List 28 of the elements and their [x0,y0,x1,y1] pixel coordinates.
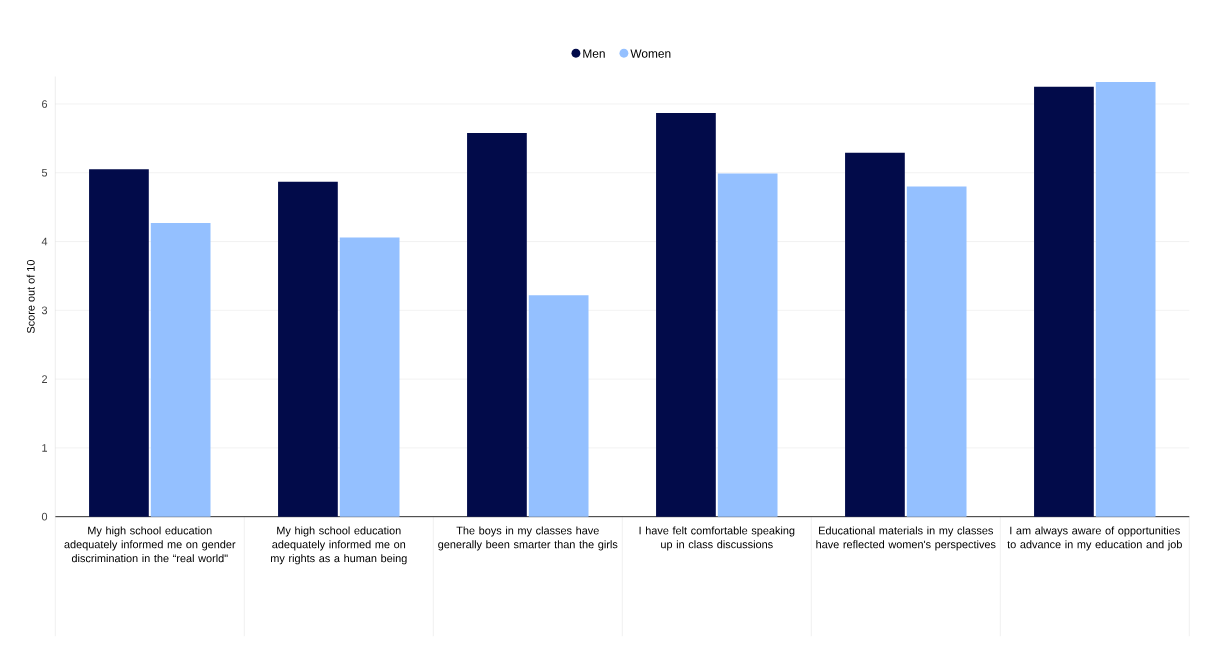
x-tick-label: The boys in my classes have generally been smarter than the girls [438,526,618,551]
y-tick-label: 3 [41,306,48,315]
y-tick-label: 0 [41,512,48,521]
x-tick-label: I have felt comfortable speaking up in class discussions [639,526,795,551]
bar [89,169,149,517]
bar [906,186,967,517]
bar [1034,86,1094,517]
x-tick-label: Educational materials in my classes have reflected women's perspectives [816,526,996,551]
y-tick-label: 4 [41,237,48,246]
bar [656,112,716,517]
bar [1095,81,1156,517]
y-tick-label: 5 [41,168,48,177]
bar [467,132,527,517]
bar [339,237,400,517]
x-tick-label: I am always aware of opportunities to advance in my education and job [1007,526,1182,551]
bar [150,222,211,517]
bar [717,173,778,517]
y-tick-label: 2 [42,375,48,383]
y-tick-label: 6 [42,100,48,108]
x-tick-label: My high school education adequately informed me on my rights as a human being [271,526,407,565]
x-tick-label: My high school education adequately informed me on gender discrimination in the “real world" [64,526,236,563]
legend-label: Men [583,49,605,58]
bar [278,181,338,517]
y-axis-title: Score out of 10 [26,260,35,334]
legend-label: Women [630,49,671,58]
bar [845,152,905,517]
bar [528,295,589,517]
y-tick-label: 1 [42,444,48,452]
